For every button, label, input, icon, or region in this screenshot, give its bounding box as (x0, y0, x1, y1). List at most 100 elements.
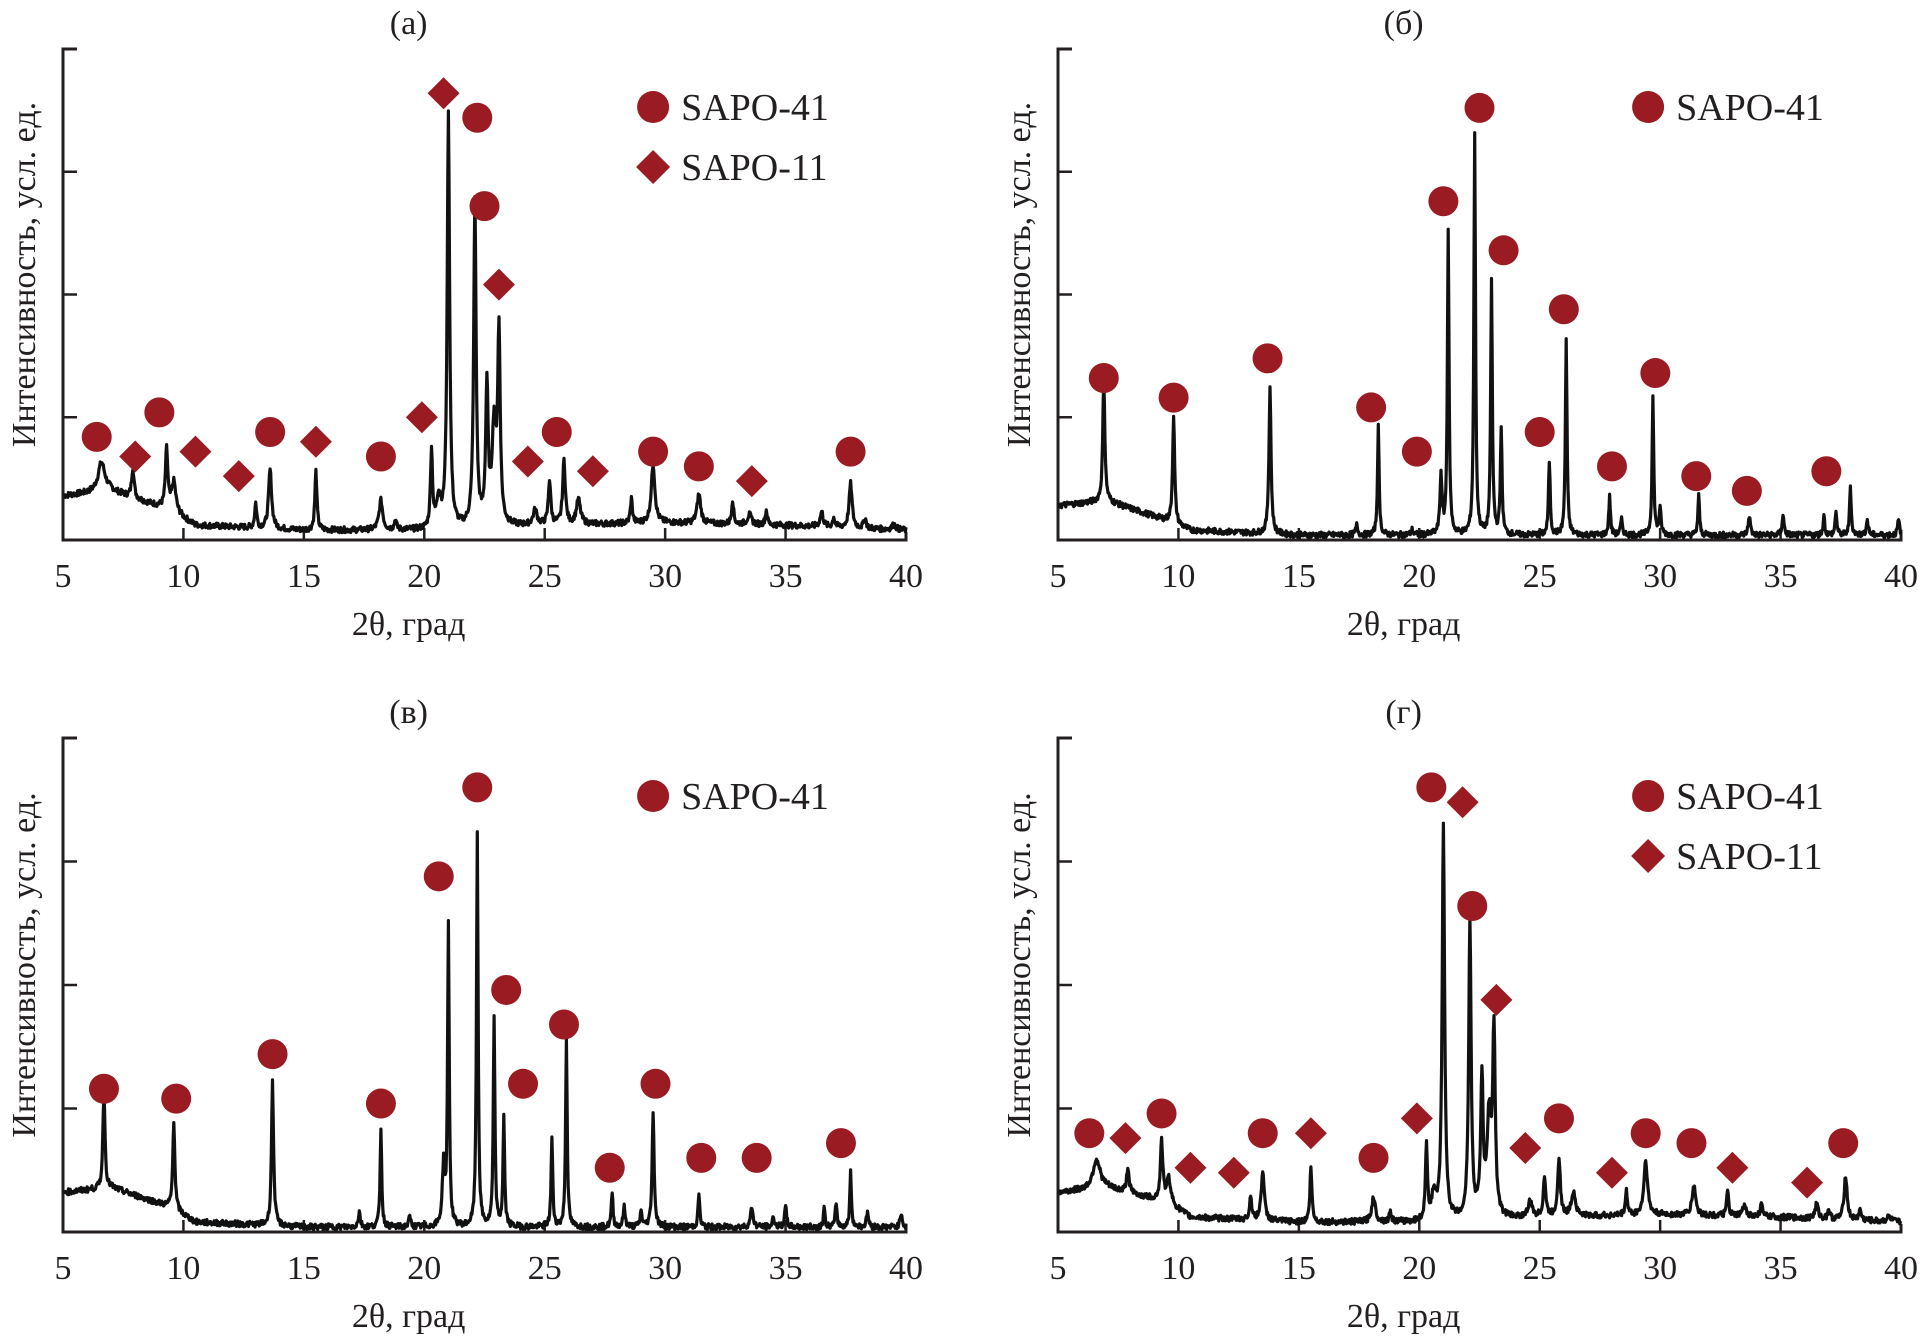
x-tick-label: 25 (1523, 1250, 1557, 1287)
x-tick-label: 30 (1643, 1250, 1677, 1287)
sapo41-circle-marker (1676, 1128, 1707, 1159)
axis-frame (1056, 47, 1903, 542)
legend-label: SAPO-11 (1676, 836, 1822, 878)
sapo41-circle-marker (81, 421, 112, 452)
x-tick-label: 40 (1884, 1250, 1918, 1287)
x-tick-label: 35 (1764, 558, 1798, 595)
legend-label: SAPO-41 (681, 776, 829, 818)
sapo41-circle-marker (365, 1088, 396, 1119)
sapo11-diamond-marker (1716, 1151, 1749, 1184)
sapo41-circle-marker (741, 1142, 772, 1173)
x-tick-label: 20 (1402, 558, 1436, 595)
x-tick-label: 15 (1282, 558, 1316, 595)
sapo11-diamond-marker (1174, 1151, 1207, 1184)
sapo41-circle-marker (1158, 382, 1189, 413)
legend-diamond-icon (636, 150, 671, 184)
sapo41-circle-marker (1074, 1118, 1105, 1149)
sapo41-circle-marker (1416, 772, 1447, 803)
sapo11-diamond-marker (119, 440, 152, 473)
sapo41-circle-marker (638, 436, 669, 467)
sapo41-circle-marker (423, 861, 454, 892)
panel-title: (б) (1384, 5, 1424, 42)
sapo11-diamond-marker (511, 445, 544, 478)
sapo41-circle-marker (1428, 186, 1459, 217)
panel-d: (г) 5 10 15 20 25 30 35 40 2θ, град Интенсивность,… (1001, 694, 1918, 1335)
sapo41-circle-marker (1356, 392, 1387, 423)
x-tick-label: 40 (1884, 558, 1918, 595)
sapo41-circle-marker (365, 441, 396, 472)
x-tick-label: 20 (1402, 1250, 1436, 1287)
sapo41-circle-marker (835, 436, 866, 467)
sapo11-diamond-marker (1595, 1156, 1628, 1189)
axis-frame (61, 47, 908, 542)
panel-title: (а) (390, 5, 428, 42)
x-tick-label: 25 (1523, 558, 1557, 595)
x-tick-label: 25 (528, 1250, 562, 1287)
sapo41-circle-marker (462, 102, 493, 133)
sapo41-circle-marker (1464, 92, 1495, 123)
x-axis-title: 2θ, град (352, 606, 466, 643)
x-tick-label: 35 (1764, 1250, 1798, 1287)
sapo11-diamond-marker (576, 455, 609, 488)
x-tick-label: 15 (1282, 1250, 1316, 1287)
sapo11-diamond-marker (1791, 1166, 1824, 1199)
y-axis-title: Интенсивность, усл. ед. (1001, 102, 1038, 447)
sapo41-circle-marker (1640, 358, 1671, 389)
x-tick-label: 30 (648, 558, 682, 595)
sapo41-circle-marker (640, 1068, 671, 1099)
x-tick-label: 25 (528, 558, 562, 595)
sapo41-circle-marker (1457, 890, 1488, 921)
x-tick-label: 20 (407, 1250, 441, 1287)
sapo41-circle-marker (88, 1073, 119, 1104)
x-axis-title: 2θ, град (1347, 1298, 1461, 1335)
x-tick-label: 15 (287, 558, 321, 595)
legend-diamond-icon (1631, 839, 1666, 873)
xrd-spectrum-line (62, 830, 908, 1232)
sapo41-circle-marker (508, 1068, 539, 1099)
x-tick-label: 20 (407, 558, 441, 595)
sapo41-circle-marker (548, 1009, 579, 1040)
sapo41-circle-marker (1681, 461, 1712, 492)
sapo41-circle-marker (594, 1152, 625, 1183)
legend-circle-icon (1632, 91, 1665, 123)
sapo41-circle-marker (1596, 451, 1627, 482)
sapo11-diamond-marker (1446, 786, 1479, 819)
sapo41-circle-marker (144, 397, 175, 428)
sapo41-circle-marker (1247, 1118, 1278, 1149)
sapo41-circle-marker (541, 416, 572, 447)
sapo41-circle-marker (1401, 436, 1432, 467)
x-tick-label: 5 (1050, 1250, 1067, 1287)
sapo11-diamond-marker (405, 401, 438, 434)
legend-label: SAPO-41 (1676, 776, 1824, 818)
sapo11-diamond-marker (1294, 1117, 1327, 1150)
panel-a: (а) 5 10 15 20 25 30 35 40 2θ, град Интенсивность,… (6, 5, 923, 643)
panel-c: (в) 5 10 15 20 25 30 35 40 2θ, град Интенсивность,… (6, 694, 923, 1335)
panel-title: (г) (1385, 694, 1422, 731)
sapo41-circle-marker (1828, 1128, 1859, 1159)
x-axis-title: 2θ, град (1347, 606, 1461, 643)
x-tick-label: 30 (648, 1250, 682, 1287)
sapo41-circle-marker (1088, 362, 1119, 393)
legend-label: SAPO-41 (681, 87, 829, 129)
legend-label: SAPO-11 (681, 147, 827, 189)
panel-b: (б) 5 10 15 20 25 30 35 40 2θ, град Интенсивность,… (1001, 5, 1918, 643)
sapo41-circle-marker (161, 1083, 192, 1114)
xrd-spectrum-line (1057, 131, 1903, 540)
legend-label: SAPO-41 (1676, 87, 1824, 129)
x-tick-label: 30 (1643, 558, 1677, 595)
sapo41-circle-marker (1731, 475, 1762, 506)
x-tick-label: 40 (889, 1250, 923, 1287)
x-tick-label: 35 (769, 558, 803, 595)
sapo41-circle-marker (491, 974, 522, 1005)
sapo11-diamond-marker (299, 425, 332, 458)
y-axis-title: Интенсивность, усл. ед. (1001, 792, 1038, 1137)
legend-circle-icon (637, 91, 670, 123)
sapo41-circle-marker (683, 451, 714, 482)
sapo11-diamond-marker (1509, 1132, 1542, 1165)
sapo11-diamond-marker (1109, 1122, 1142, 1155)
x-tick-label: 10 (166, 558, 200, 595)
x-tick-label: 5 (55, 558, 72, 595)
y-axis-title: Интенсивность, усл. ед. (6, 792, 43, 1137)
sapo41-circle-marker (1524, 416, 1555, 447)
sapo11-diamond-marker (482, 268, 515, 301)
